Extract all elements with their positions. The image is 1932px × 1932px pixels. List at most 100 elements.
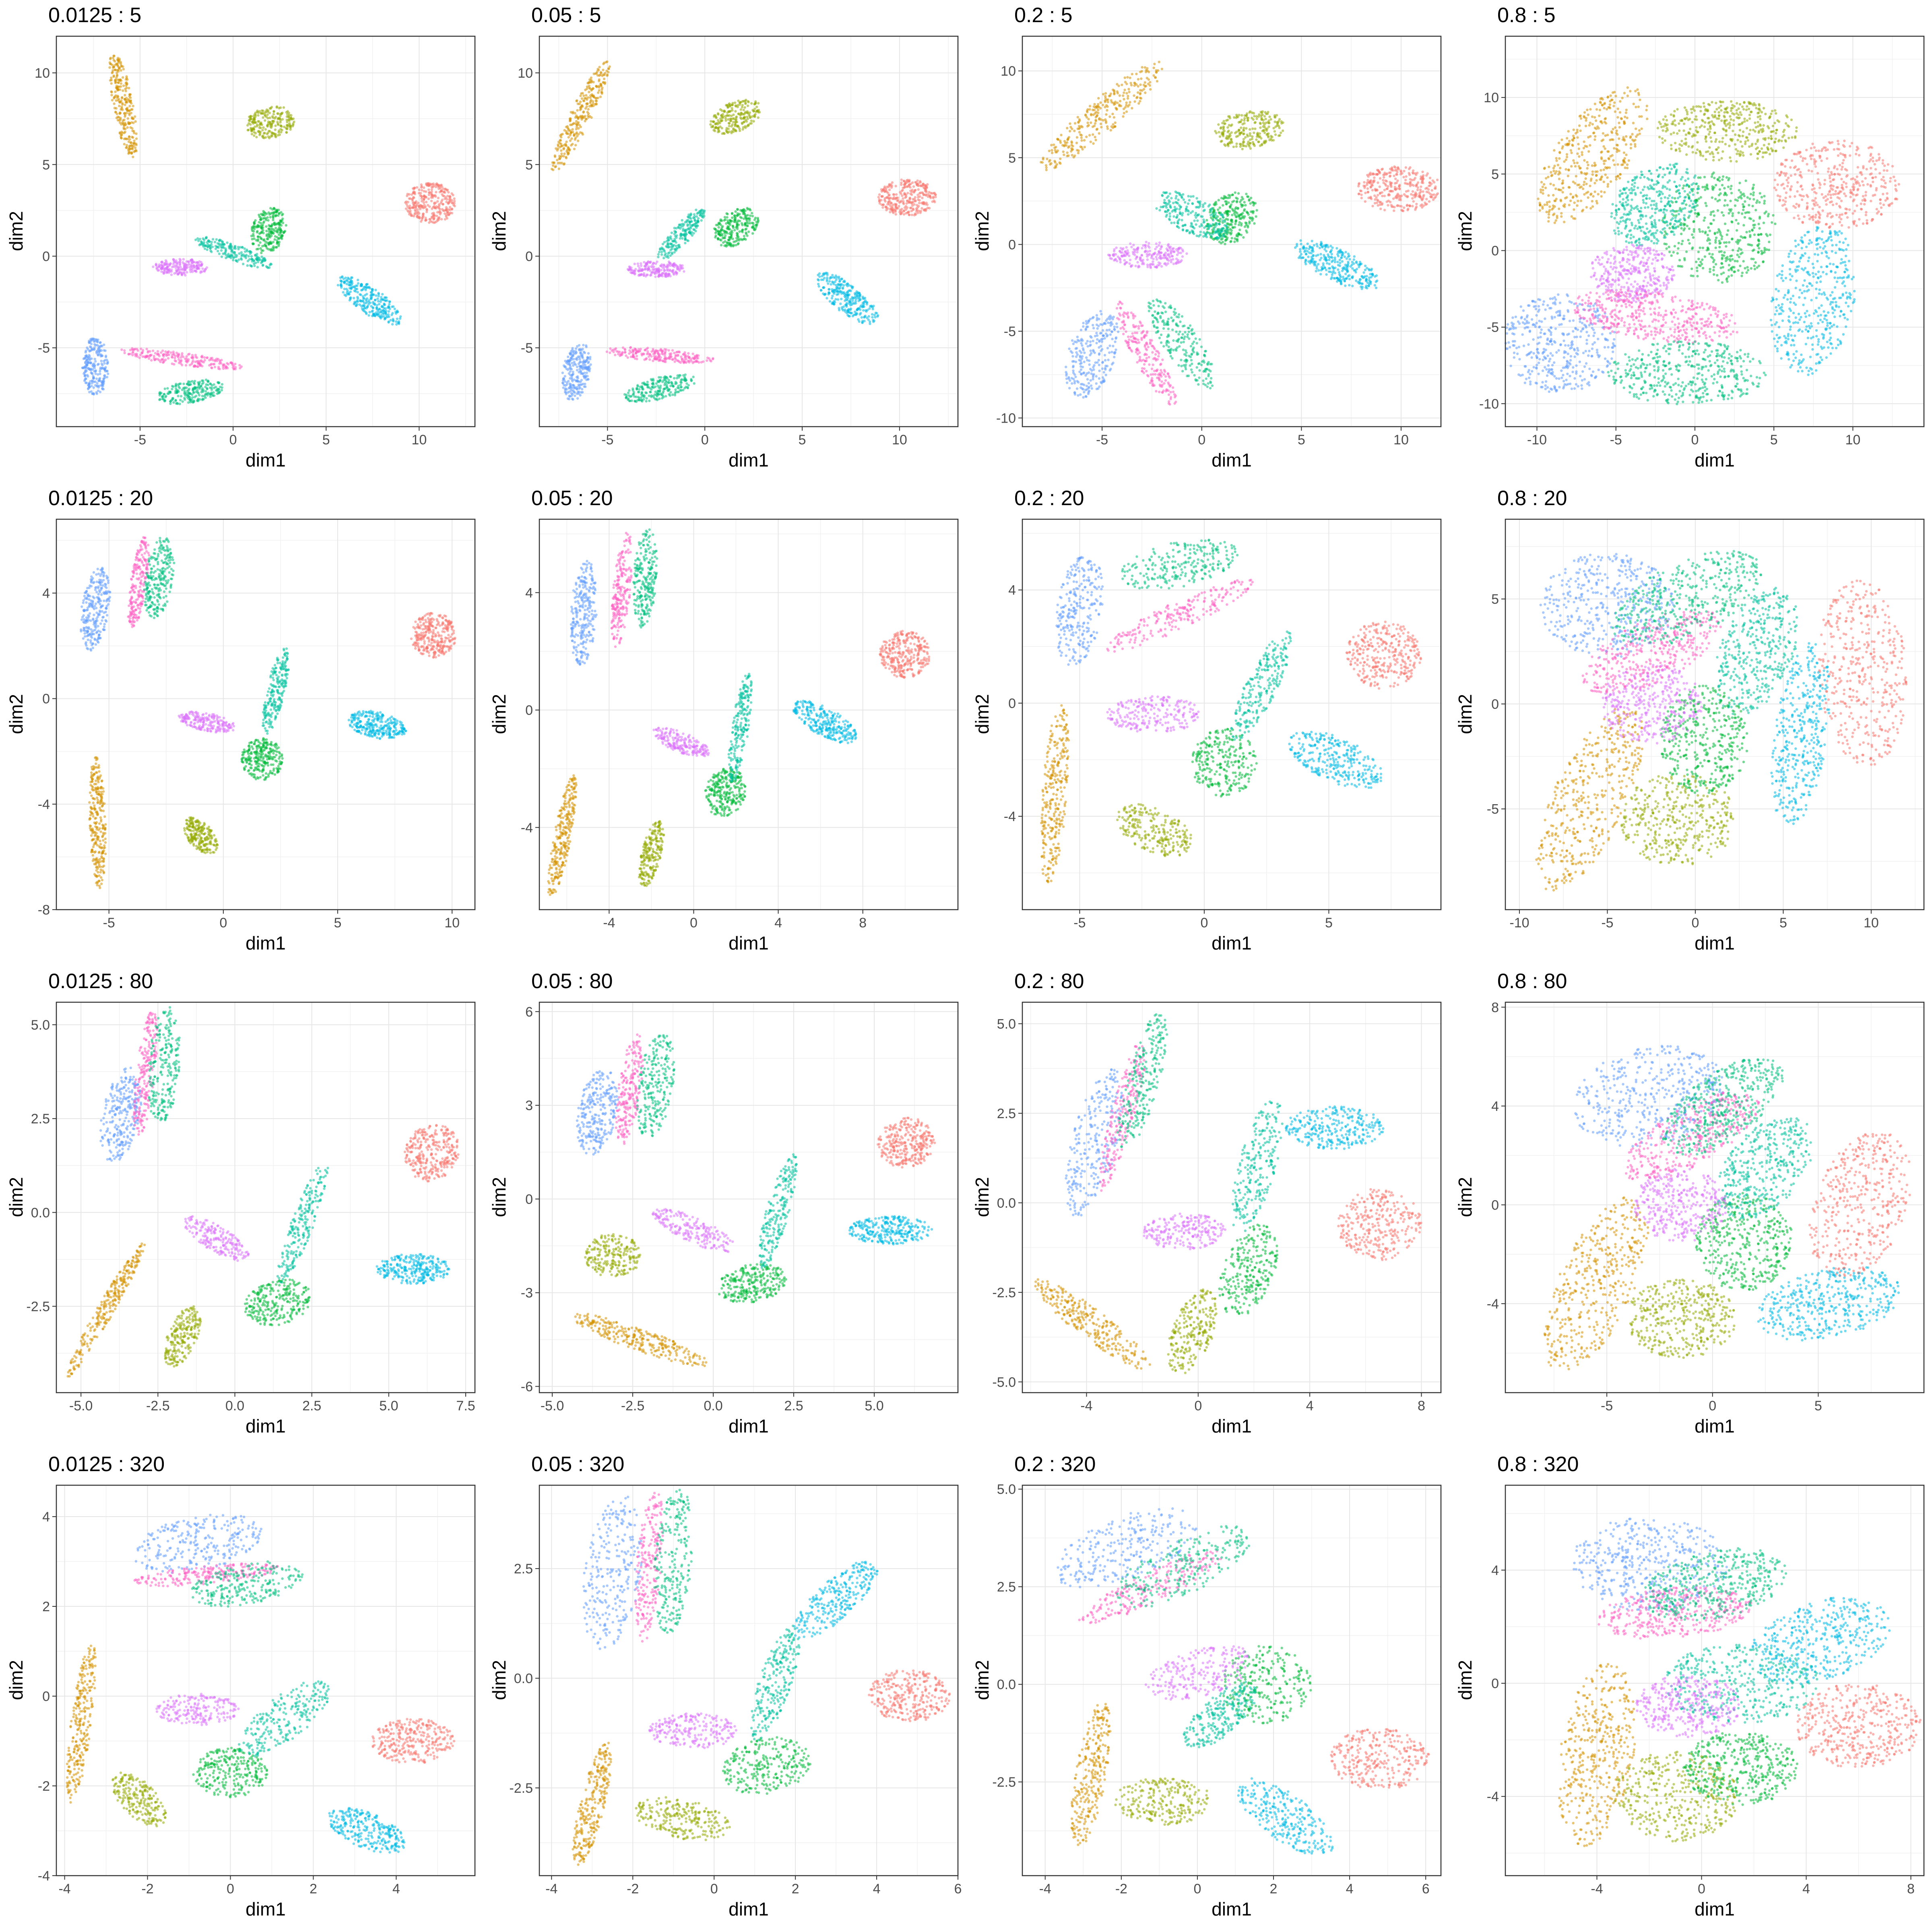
point — [742, 109, 745, 111]
point — [678, 266, 681, 269]
point — [220, 243, 223, 246]
point — [740, 117, 743, 120]
point — [659, 384, 662, 387]
point — [168, 264, 171, 267]
point — [374, 302, 376, 305]
point — [392, 305, 395, 308]
point — [251, 129, 254, 132]
point — [714, 231, 717, 234]
point — [214, 386, 217, 388]
point — [349, 281, 352, 284]
point — [131, 354, 134, 357]
point — [562, 147, 566, 150]
point — [256, 258, 259, 260]
point — [267, 232, 270, 235]
point — [634, 352, 637, 355]
point — [564, 387, 567, 390]
point — [902, 202, 905, 205]
point — [669, 394, 671, 397]
point — [697, 217, 700, 220]
point — [849, 298, 852, 301]
point — [871, 316, 874, 319]
point — [730, 114, 733, 118]
point — [834, 298, 837, 301]
point — [592, 87, 594, 90]
point — [145, 355, 148, 358]
point — [916, 211, 919, 215]
point — [1419, 188, 1422, 191]
point — [658, 353, 661, 356]
point — [730, 132, 733, 134]
point — [587, 352, 590, 355]
point — [1364, 200, 1366, 203]
point — [130, 108, 133, 111]
point — [154, 352, 157, 355]
point — [726, 130, 729, 133]
point — [721, 116, 724, 119]
point — [396, 317, 398, 320]
point — [367, 303, 370, 306]
point — [711, 357, 714, 361]
point — [371, 289, 374, 293]
point — [134, 115, 136, 118]
point — [568, 359, 571, 362]
point — [430, 190, 433, 193]
point — [98, 347, 101, 349]
point — [228, 245, 231, 248]
point — [414, 205, 417, 208]
point — [916, 194, 919, 196]
point — [663, 241, 666, 244]
x-tick-label: -5 — [601, 432, 613, 448]
point — [558, 155, 561, 158]
point — [584, 367, 586, 370]
point — [185, 386, 188, 389]
point — [675, 351, 678, 354]
point — [252, 242, 255, 245]
scatter-panel: 0.2 : 5 -5 0 5 10 -10 -5 0 5 10 dim1 dim2 — [966, 0, 1449, 483]
x-tick-label: 10 — [892, 432, 907, 448]
point — [580, 366, 583, 369]
point — [114, 64, 117, 66]
point — [727, 122, 730, 125]
point — [280, 112, 283, 116]
point — [712, 120, 715, 123]
point — [660, 253, 663, 256]
point — [645, 397, 648, 400]
point — [717, 226, 720, 229]
point — [162, 353, 165, 356]
point — [182, 261, 184, 264]
point — [696, 220, 699, 223]
point — [589, 96, 592, 99]
point — [374, 299, 377, 301]
point — [91, 382, 93, 385]
point — [745, 227, 748, 230]
point — [88, 339, 91, 343]
point — [134, 120, 137, 123]
point — [669, 384, 672, 387]
point — [679, 237, 681, 240]
point — [88, 368, 91, 371]
point — [742, 100, 745, 103]
point — [145, 347, 148, 351]
point — [586, 96, 590, 99]
point — [671, 252, 674, 256]
point — [720, 119, 724, 122]
point — [175, 271, 178, 274]
point — [601, 74, 604, 77]
point — [433, 202, 436, 205]
point — [735, 237, 738, 239]
point — [663, 256, 665, 260]
point — [444, 188, 447, 190]
point — [671, 358, 674, 361]
point — [250, 258, 253, 260]
point — [648, 399, 651, 402]
point — [413, 213, 416, 216]
point — [128, 87, 130, 89]
point — [272, 215, 275, 218]
point — [657, 393, 660, 396]
point — [672, 262, 675, 265]
point — [88, 382, 91, 385]
point — [844, 299, 846, 302]
point — [748, 217, 751, 220]
point — [415, 211, 419, 214]
